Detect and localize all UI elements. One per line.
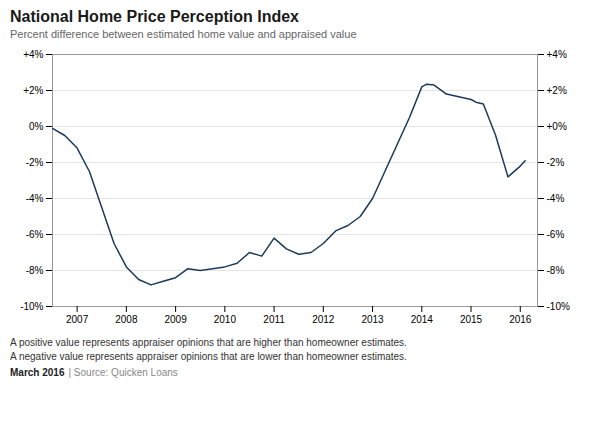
svg-text:2007: 2007 [66,314,89,325]
svg-text:-4%: -4% [547,193,565,204]
svg-text:2016: 2016 [509,314,532,325]
svg-text:2014: 2014 [411,314,434,325]
svg-text:2009: 2009 [164,314,187,325]
svg-text:2011: 2011 [263,314,285,325]
svg-text:2012: 2012 [312,314,335,325]
html-text:Percent difference between est: Percent difference between estimated hom… [10,28,357,40]
svg-text:-10%: -10% [547,301,570,312]
svg-text:-8%: -8% [26,265,44,276]
svg-text:0%: 0% [29,121,44,132]
html-text:A positive value represents ap: A positive value represents appraiser op… [10,337,407,348]
svg-text:2010: 2010 [214,314,237,325]
svg-text:-6%: -6% [547,229,565,240]
svg-text:-2%: -2% [547,157,565,168]
svg-text:-6%: -6% [26,229,44,240]
svg-text:+4%: +4% [23,49,43,60]
html-text:National Home Price Perception: National Home Price Perception Index [10,8,299,25]
svg-text:2015: 2015 [460,314,483,325]
svg-text:+4%: +4% [547,49,567,60]
svg-text:+0%: +0% [547,121,567,132]
svg-text:-4%: -4% [26,193,44,204]
svg-text:-10%: -10% [20,301,43,312]
svg-text:+2%: +2% [23,85,43,96]
html-text:A negative value represents ap: A negative value represents appraiser op… [10,351,407,362]
svg-text:2008: 2008 [115,314,138,325]
svg-text:-8%: -8% [547,265,565,276]
svg-text:+2%: +2% [547,85,567,96]
svg-text:2013: 2013 [361,314,384,325]
html-text:March 2016 | Source: Quicken L: March 2016 | Source: Quicken Loans [10,367,178,378]
svg-text:-2%: -2% [26,157,44,168]
